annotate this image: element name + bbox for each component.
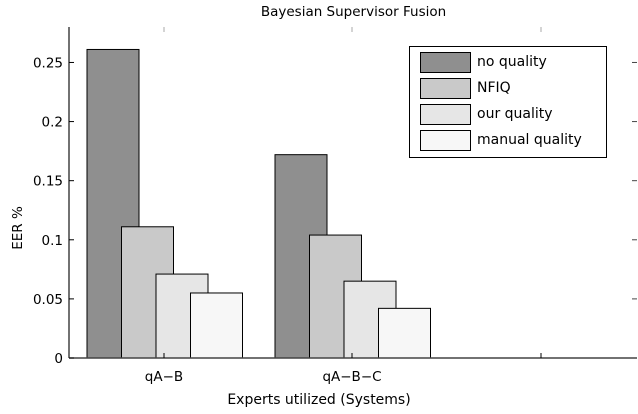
legend-swatch bbox=[420, 51, 471, 73]
legend-label: manual quality bbox=[477, 132, 582, 148]
svg-text:0.2: 0.2 bbox=[42, 115, 63, 131]
svg-text:0.15: 0.15 bbox=[33, 174, 63, 190]
legend-swatch bbox=[420, 103, 471, 125]
chart-title: Bayesian Supervisor Fusion bbox=[260, 4, 447, 20]
legend: no quality NFIQ our quality manual quali… bbox=[409, 46, 607, 158]
svg-text:qA−B−C: qA−B−C bbox=[322, 369, 381, 385]
svg-text:0.25: 0.25 bbox=[33, 55, 63, 71]
svg-text:0: 0 bbox=[54, 351, 63, 367]
x-axis-label: Experts utilized (Systems) bbox=[227, 392, 411, 408]
legend-label: NFIQ bbox=[477, 80, 511, 96]
legend-item-our-quality: our quality bbox=[420, 103, 553, 125]
legend-item-manual-quality: manual quality bbox=[420, 129, 582, 151]
bar bbox=[190, 292, 243, 359]
legend-swatch bbox=[420, 77, 471, 99]
svg-text:0.1: 0.1 bbox=[42, 233, 63, 249]
legend-item-no-quality: no quality bbox=[420, 51, 547, 73]
svg-text:qA−B: qA−B bbox=[145, 369, 183, 385]
legend-label: our quality bbox=[477, 106, 553, 122]
legend-label: no quality bbox=[477, 54, 547, 70]
legend-swatch bbox=[420, 129, 471, 151]
svg-text:0.05: 0.05 bbox=[33, 292, 63, 308]
legend-item-nfiq: NFIQ bbox=[420, 77, 511, 99]
bar bbox=[378, 307, 431, 359]
